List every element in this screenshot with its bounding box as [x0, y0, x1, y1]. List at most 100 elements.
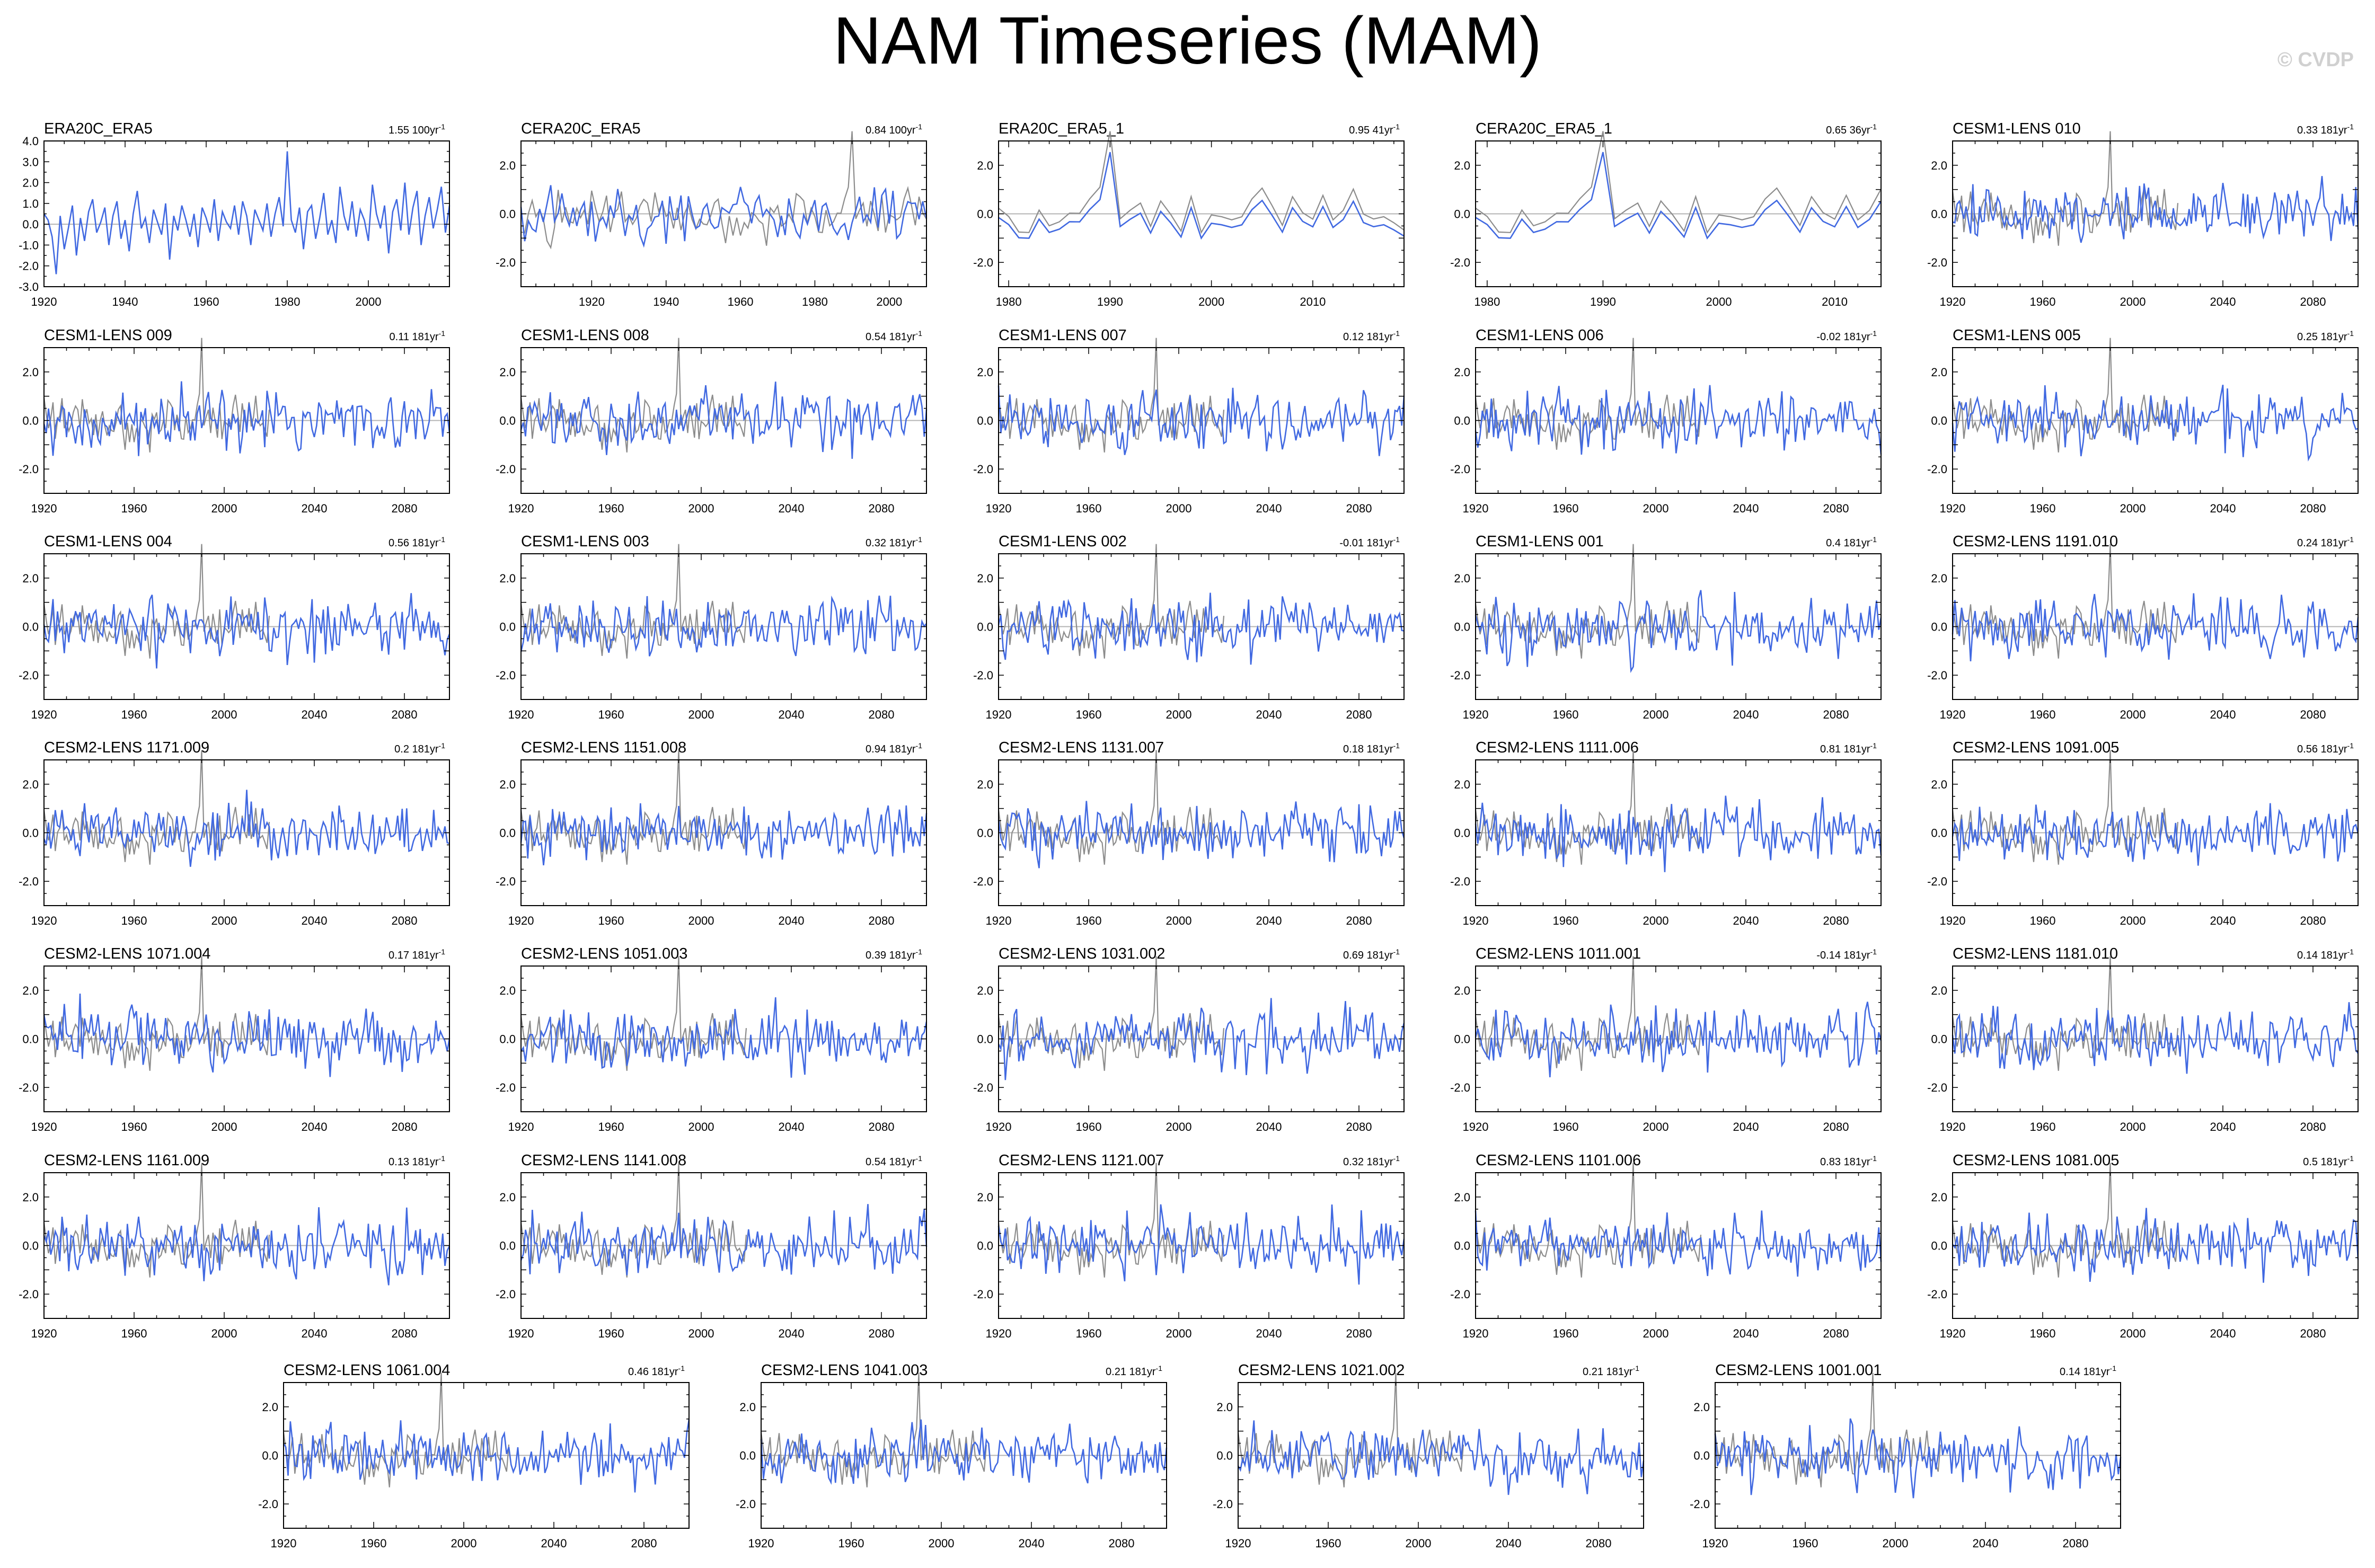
y-tick-label: -2.0 [1927, 1288, 1947, 1301]
panel-13: CESM1-LENS 001 0.4 181yr-1 1920 1960 2000 204… [1450, 533, 1882, 721]
x-tick-label: 2080 [631, 1537, 657, 1550]
trend-value: -0.01 181yr [1339, 537, 1393, 549]
trend-value: 0.4 181yr [1826, 537, 1870, 549]
x-tick-label: 1960 [2030, 1120, 2056, 1133]
x-tick-label: 1920 [508, 1327, 534, 1340]
panel-28: CESM2-LENS 1101.006 0.83 181yr-1 1920 1960 2… [1450, 1152, 1882, 1340]
y-tick-label: -2.0 [973, 1288, 993, 1301]
x-tick-label: 2040 [302, 502, 328, 515]
x-tick-label: 2040 [1256, 502, 1282, 515]
y-tick-label: 0.0 [1454, 1033, 1470, 1046]
y-tick-label: -2.0 [973, 875, 993, 888]
x-tick-label: 2000 [1643, 1327, 1669, 1340]
y-tick-label: -2.0 [1927, 669, 1947, 682]
y-tick-label: 0.0 [739, 1449, 756, 1463]
panel-12: CESM1-LENS 002 -0.01 181yr-1 1920 1960 2000 2… [973, 533, 1405, 721]
y-tick-label: 2.0 [977, 984, 993, 997]
trend-value: 0.5 181yr [2303, 1156, 2347, 1168]
trend-exponent: -1 [1393, 1154, 1400, 1163]
panel-trend: 0.5 181yr-1 [2303, 1154, 2354, 1168]
trend-exponent: -1 [1393, 535, 1400, 544]
x-tick-label: 1920 [508, 708, 534, 721]
x-tick-label: 1920 [1940, 914, 1966, 927]
panel-25: CESM2-LENS 1161.009 0.13 181yr-1 1920 1960 2… [19, 1152, 451, 1340]
x-tick-label: 2040 [541, 1537, 567, 1550]
x-tick-label: 1920 [1702, 1537, 1728, 1550]
observed-series-line [1952, 956, 2179, 1071]
x-tick-label: 2000 [356, 295, 382, 308]
x-tick-label: 1960 [193, 295, 219, 308]
trend-value: 0.54 181yr [866, 1156, 916, 1168]
panel-3: CERA20C_ERA5_1 0.65 36yr-1 1980 1990 2000 201… [1450, 120, 1882, 308]
y-tick-label: 0.0 [499, 414, 516, 428]
x-tick-label: 2040 [1256, 914, 1282, 927]
trend-value: 0.83 181yr [1820, 1156, 1870, 1168]
x-tick-label: 1920 [31, 914, 57, 927]
x-tick-label: 2000 [2120, 1120, 2146, 1133]
panel-trend: 0.12 181yr-1 [1343, 329, 1400, 343]
observed-series-line [43, 956, 270, 1071]
x-tick-label: 1980 [275, 295, 301, 308]
observed-series-line [1475, 956, 1702, 1071]
panel-trend: 0.13 181yr-1 [389, 1154, 445, 1168]
model-series-line [760, 1419, 1168, 1485]
y-tick-label: -2.0 [1927, 875, 1947, 888]
y-tick-label: 0.0 [499, 208, 516, 221]
panel-title: CESM2-LENS 1091.005 [1953, 739, 2119, 756]
observed-series-line [43, 338, 270, 453]
panel-trend: 0.65 36yr-1 [1826, 122, 1877, 136]
x-tick-label: 1920 [1940, 708, 1966, 721]
x-tick-label: 1920 [986, 708, 1012, 721]
observed-series-line [997, 956, 1225, 1071]
x-tick-label: 2040 [1733, 1327, 1759, 1340]
y-tick-label: 2.0 [1931, 984, 1947, 997]
y-tick-label: 0.0 [1693, 1449, 1710, 1463]
y-tick-label: 2.0 [22, 984, 39, 997]
x-tick-label: 2000 [2120, 1327, 2146, 1340]
trend-value: 0.39 181yr [866, 950, 916, 961]
panel-trend: 0.21 181yr-1 [1583, 1364, 1639, 1378]
trend-value: 0.32 181yr [1343, 1156, 1393, 1168]
panel-27: CESM2-LENS 1121.007 0.32 181yr-1 1920 1960 2… [973, 1152, 1405, 1340]
x-tick-label: 1940 [653, 295, 679, 308]
observed-series-line [997, 750, 1225, 865]
trend-value: 0.54 181yr [866, 331, 916, 343]
panel-trend: 0.54 181yr-1 [866, 329, 922, 343]
x-tick-label: 2000 [688, 1327, 714, 1340]
y-tick-label: -2.0 [1450, 463, 1470, 476]
x-tick-label: 2000 [1406, 1537, 1432, 1550]
panel-title: CESM2-LENS 1161.009 [44, 1152, 209, 1169]
x-tick-label: 1960 [121, 1120, 147, 1133]
panel-23: CESM2-LENS 1011.001 -0.14 181yr-1 1920 1960… [1450, 945, 1882, 1133]
y-tick-label: -2.0 [496, 463, 516, 476]
panel-19: CESM2-LENS 1091.005 0.56 181yr-1 1920 1960 2… [1927, 739, 2359, 927]
x-tick-label: 1960 [1076, 502, 1102, 515]
panel-title: CERA20C_ERA5_1 [1476, 120, 1612, 137]
x-tick-label: 1960 [728, 295, 754, 308]
panel-trend: 0.11 181yr-1 [390, 329, 446, 343]
x-tick-label: 1920 [986, 1327, 1012, 1340]
x-tick-label: 1920 [1463, 1327, 1489, 1340]
x-tick-label: 2080 [2300, 1120, 2326, 1133]
observed-series-line [520, 131, 927, 250]
y-tick-label: -2.0 [736, 1498, 756, 1511]
trend-exponent: -1 [1633, 1364, 1640, 1372]
x-tick-label: 1920 [31, 1327, 57, 1340]
panel-trend: 0.18 181yr-1 [1343, 741, 1400, 755]
y-tick-label: 2.0 [1931, 1191, 1947, 1204]
panel-trend: 0.39 181yr-1 [866, 947, 922, 961]
x-tick-label: 2000 [1166, 502, 1192, 515]
y-tick-label: -2.0 [19, 1288, 39, 1301]
observed-series-line [1952, 1163, 2179, 1278]
model-series-line [1714, 1418, 2122, 1499]
y-tick-label: 0.0 [1931, 1239, 1947, 1253]
x-tick-label: 2000 [1166, 708, 1192, 721]
x-tick-label: 2040 [779, 502, 805, 515]
trend-exponent: -1 [2347, 122, 2354, 131]
x-tick-label: 2080 [1823, 708, 1849, 721]
y-tick-label: 2.0 [262, 1401, 278, 1414]
panel-title: CESM2-LENS 1121.007 [999, 1152, 1164, 1169]
y-tick-label: 0.0 [977, 1033, 993, 1046]
panel-21: CESM2-LENS 1051.003 0.39 181yr-1 1920 1960 2… [496, 945, 928, 1133]
x-tick-label: 1960 [598, 1120, 624, 1133]
